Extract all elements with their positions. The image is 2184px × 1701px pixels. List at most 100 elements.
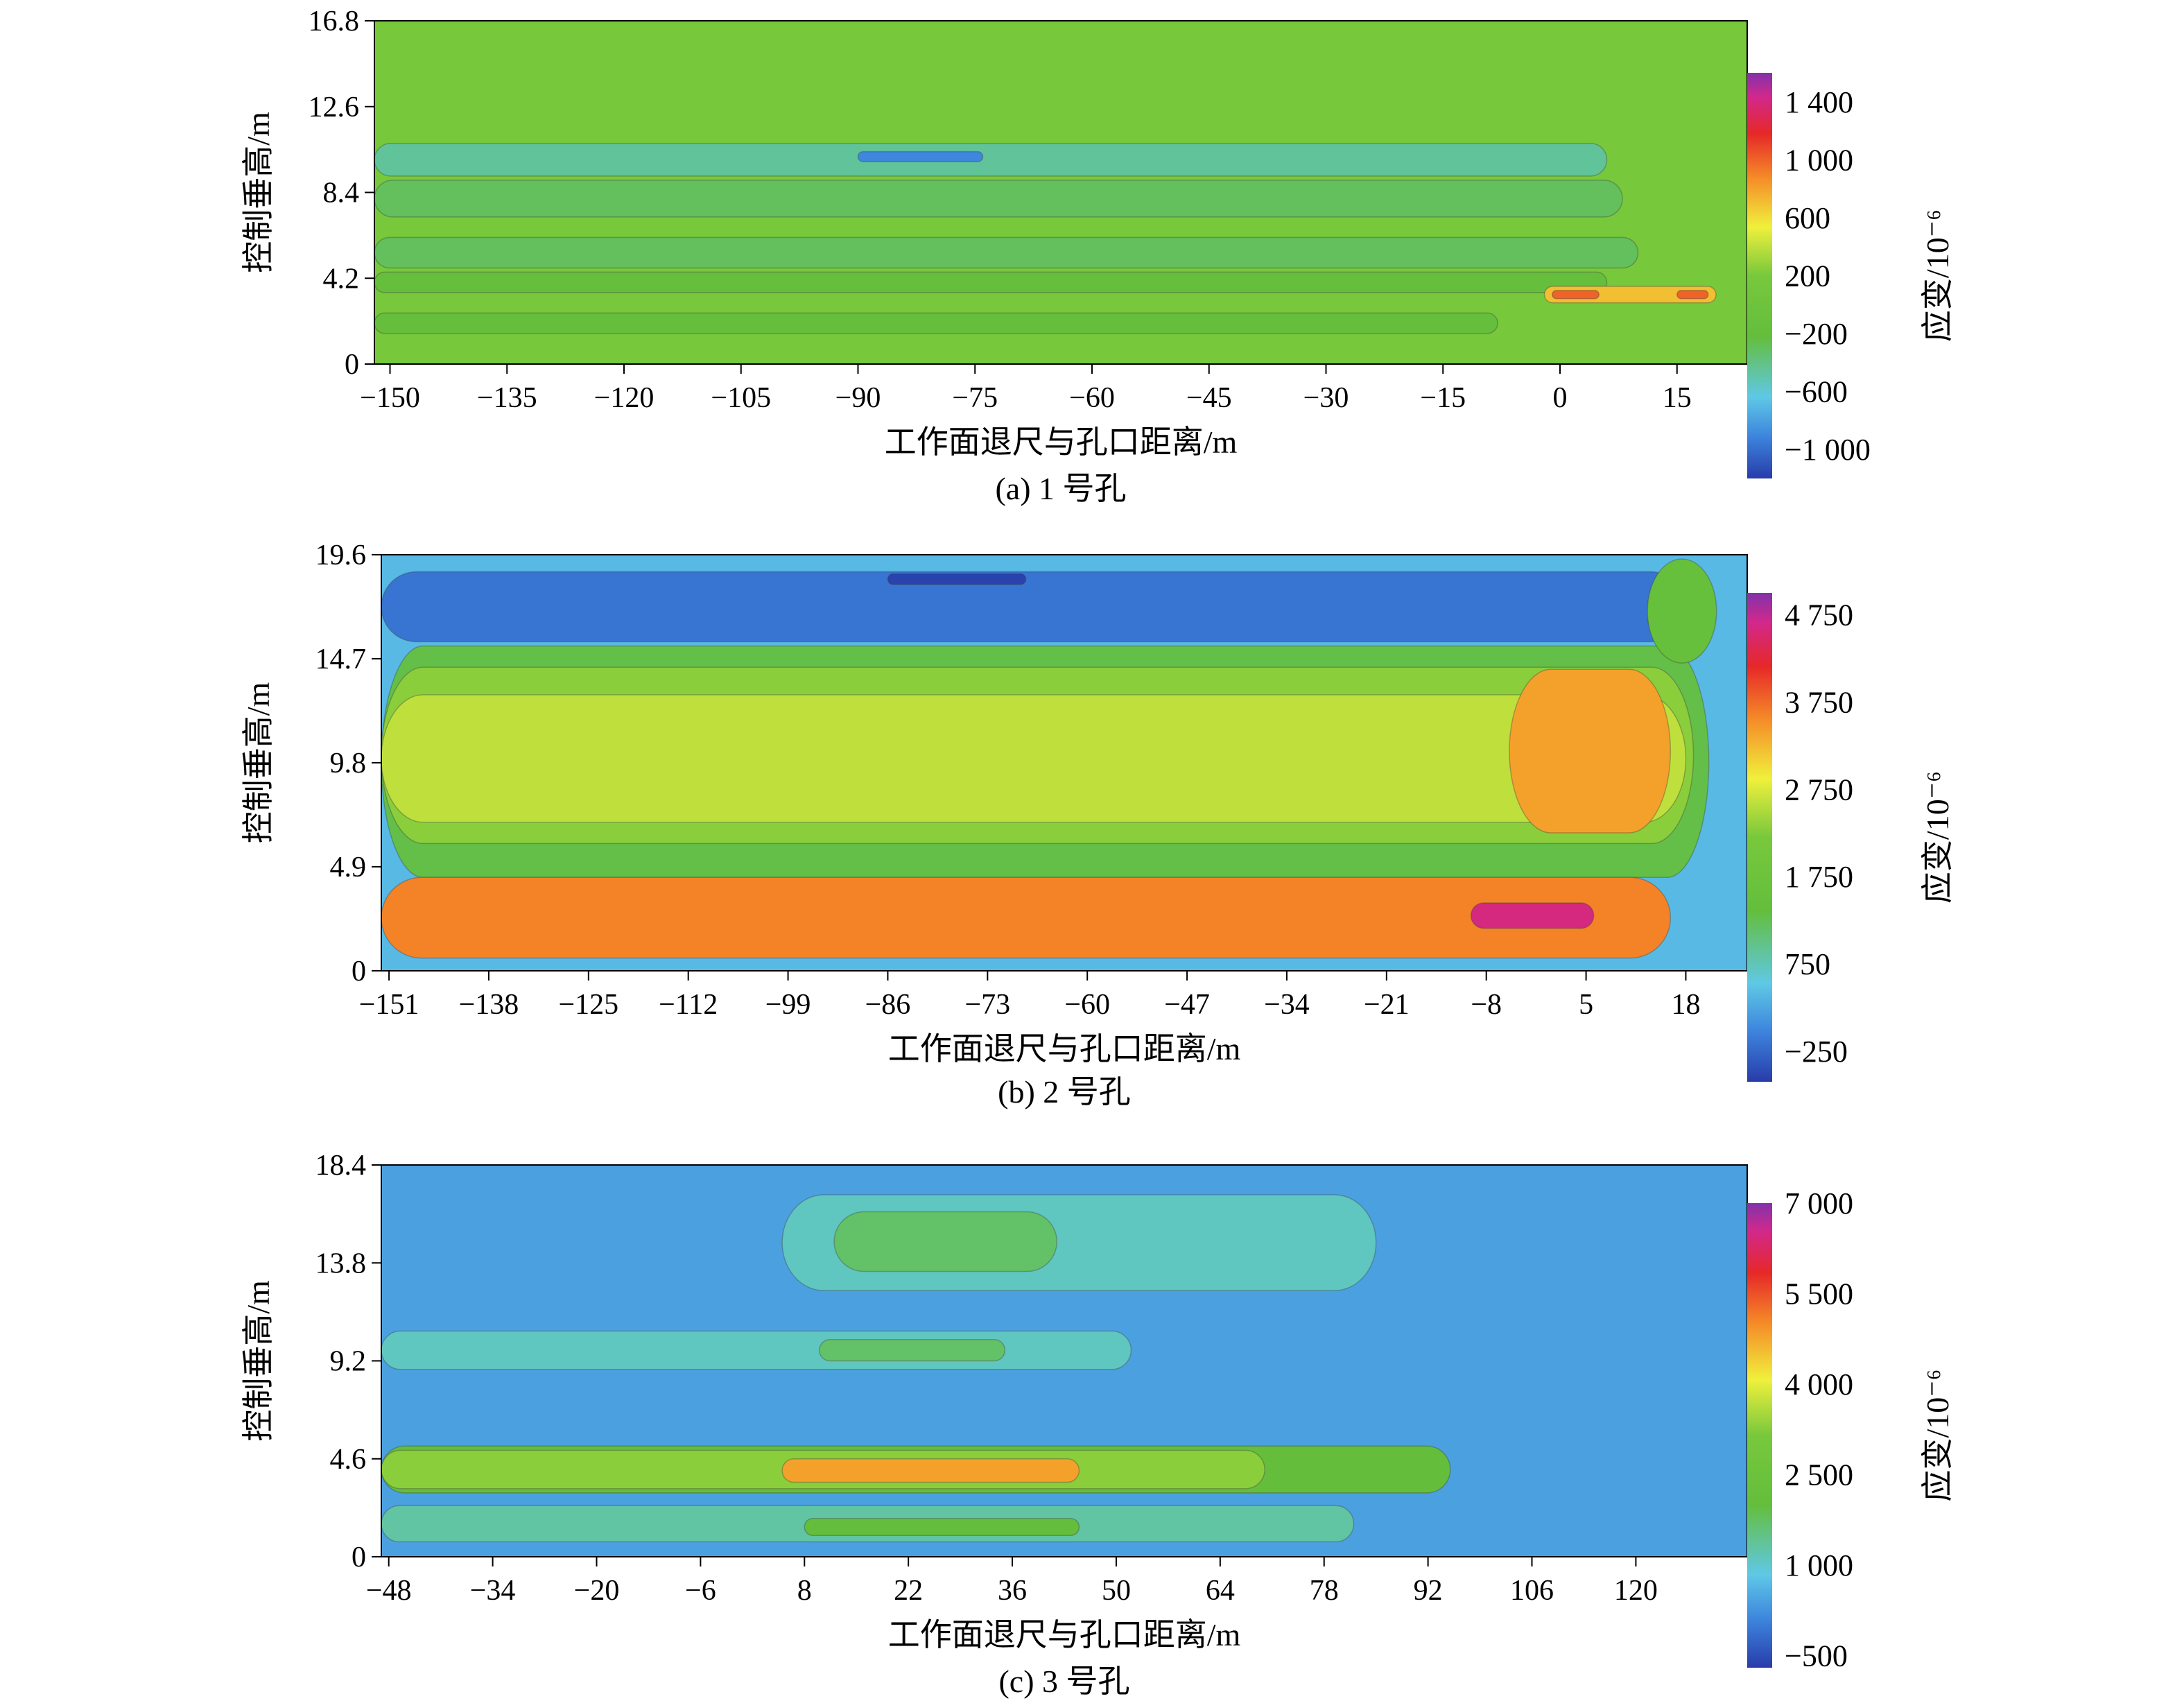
x-tick-label: 92 — [1414, 1575, 1443, 1607]
panel-caption: (a) 1 号孔 — [995, 471, 1126, 506]
y-tick-label: 12.6 — [309, 92, 360, 123]
colorbar-tick-label: 3 750 — [1785, 685, 1853, 719]
x-tick-label: −15 — [1420, 382, 1466, 414]
y-axis-label: 控制垂高/m — [241, 112, 276, 273]
contour-band-7 — [781, 1458, 1080, 1483]
chart-panel-3: −48 −34 −20 −6 8 22 36 50 64 78 92 106 120 0 4.6 9.2 13.… — [241, 1150, 1955, 1699]
panel-caption: (b) 2 号孔 — [998, 1074, 1131, 1109]
x-tick-label: −60 — [1064, 989, 1110, 1021]
colorbar-tick-label: −600 — [1785, 375, 1848, 409]
colorbar-label: 应变/10⁻⁶ — [1920, 1369, 1955, 1501]
chart-panel-1: −150 −135 −120 −105 −90 −75 −60 −45 −30 −15 0 1504.… — [241, 6, 1955, 506]
x-tick-label: −21 — [1364, 989, 1410, 1021]
x-axis-label: 工作面退尺与孔口距离/m — [885, 424, 1238, 460]
colorbar — [1747, 1203, 1772, 1668]
contour-band-2 — [833, 1211, 1058, 1272]
contour-band-9 — [1647, 558, 1717, 664]
x-tick-label: 8 — [797, 1575, 812, 1607]
colorbar-tick-label: 1 400 — [1785, 85, 1853, 119]
y-tick-label: 9.2 — [330, 1346, 367, 1378]
x-tick-label: −86 — [865, 989, 911, 1021]
x-tick-label: −8 — [1471, 989, 1502, 1021]
x-tick-label: −34 — [470, 1575, 516, 1607]
contour-field — [381, 558, 1717, 959]
colorbar-tick-label: 4 750 — [1785, 598, 1853, 632]
x-tick-label: 15 — [1663, 382, 1692, 414]
colorbar-tick-label: 5 500 — [1785, 1277, 1853, 1311]
contour-band-1 — [381, 571, 1687, 643]
y-tick-label: 13.8 — [315, 1247, 367, 1279]
colorbar-tick-label: 4 000 — [1785, 1367, 1853, 1401]
x-tick-label: −75 — [952, 382, 998, 414]
y-tick-label: 0 — [345, 349, 359, 381]
colorbar-tick-label: −200 — [1785, 317, 1848, 351]
colorbar-tick-label: 600 — [1785, 201, 1830, 235]
contour-band-4 — [818, 1339, 1006, 1362]
contour-band-9 — [804, 1517, 1080, 1537]
contour-band-8 — [1552, 290, 1600, 300]
contour-band-9 — [1676, 290, 1709, 300]
colorbar-tick-label: −250 — [1785, 1035, 1848, 1069]
y-axis-label: 控制垂高/m — [241, 682, 276, 844]
colorbar-tick-label: 750 — [1785, 947, 1830, 981]
colorbar-tick-label: 2 750 — [1785, 772, 1853, 806]
x-tick-label: −30 — [1303, 382, 1349, 414]
x-tick-label: −150 — [360, 382, 420, 414]
x-tick-label: 64 — [1206, 1575, 1235, 1607]
y-tick-label: 14.7 — [315, 644, 367, 675]
colorbar-tick-label: −500 — [1785, 1639, 1848, 1673]
x-axis-label: 工作面退尺与孔口距离/m — [888, 1031, 1241, 1067]
y-tick-label: 0 — [352, 1542, 366, 1573]
colorbar-tick-label: 200 — [1785, 259, 1830, 293]
contour-band-6 — [857, 150, 984, 163]
y-tick-label: 19.6 — [315, 539, 367, 571]
contour-field — [374, 143, 1717, 334]
contour-band-8 — [1470, 902, 1595, 929]
y-tick-label: 16.8 — [309, 6, 360, 37]
contour-band-2 — [374, 180, 1623, 218]
x-tick-label: 120 — [1614, 1575, 1658, 1607]
colorbar-label: 应变/10⁻⁶ — [1920, 209, 1955, 342]
x-tick-label: −90 — [835, 382, 881, 414]
y-tick-label: 4.9 — [330, 852, 367, 883]
contour-band-5 — [381, 694, 1687, 823]
y-tick-label: 4.6 — [330, 1444, 367, 1476]
y-tick-label: 4.2 — [323, 263, 360, 295]
colorbar-tick-label: 1 000 — [1785, 143, 1853, 177]
y-tick-label: 8.4 — [323, 178, 360, 209]
x-tick-label: −60 — [1069, 382, 1115, 414]
y-tick-label: 0 — [352, 956, 366, 987]
y-tick-label: 9.8 — [330, 748, 367, 779]
x-tick-label: −34 — [1264, 989, 1310, 1021]
x-tick-label: −20 — [574, 1575, 620, 1607]
x-tick-label: −125 — [558, 989, 618, 1021]
contour-band-2 — [887, 573, 1027, 585]
x-tick-label: 36 — [998, 1575, 1027, 1607]
colorbar-tick-label: −1 000 — [1785, 433, 1871, 467]
colorbar-label: 应变/10⁻⁶ — [1920, 771, 1955, 904]
x-tick-label: 0 — [1553, 382, 1568, 414]
colorbar — [1747, 593, 1772, 1082]
x-tick-label: −135 — [477, 382, 537, 414]
x-tick-label: 18 — [1671, 989, 1700, 1021]
y-tick-label: 18.4 — [315, 1150, 367, 1182]
x-tick-label: −48 — [366, 1575, 412, 1607]
x-tick-label: 5 — [1579, 989, 1593, 1021]
x-tick-label: −99 — [765, 989, 811, 1021]
x-tick-label: 22 — [894, 1575, 923, 1607]
chart-panel-2: −151 −138 −125 −112 −99 −86 −73 −60 −47 −34 −21 −8 5… — [241, 539, 1955, 1109]
colorbar — [1747, 73, 1772, 478]
contour-band-5 — [374, 312, 1498, 334]
x-tick-label: −112 — [659, 989, 718, 1021]
x-tick-label: −47 — [1164, 989, 1210, 1021]
x-tick-label: 50 — [1102, 1575, 1131, 1607]
x-axis-label: 工作面退尺与孔口距离/m — [888, 1617, 1241, 1652]
colorbar-tick-label: 7 000 — [1785, 1186, 1853, 1220]
contour-band-3 — [381, 1330, 1132, 1370]
colorbar-tick-label: 1 000 — [1785, 1548, 1853, 1582]
colorbar-tick-label: 1 750 — [1785, 860, 1853, 894]
colorbar-tick-label: 2 500 — [1785, 1458, 1853, 1492]
contour-band-1 — [374, 143, 1608, 177]
x-tick-label: −138 — [459, 989, 519, 1021]
